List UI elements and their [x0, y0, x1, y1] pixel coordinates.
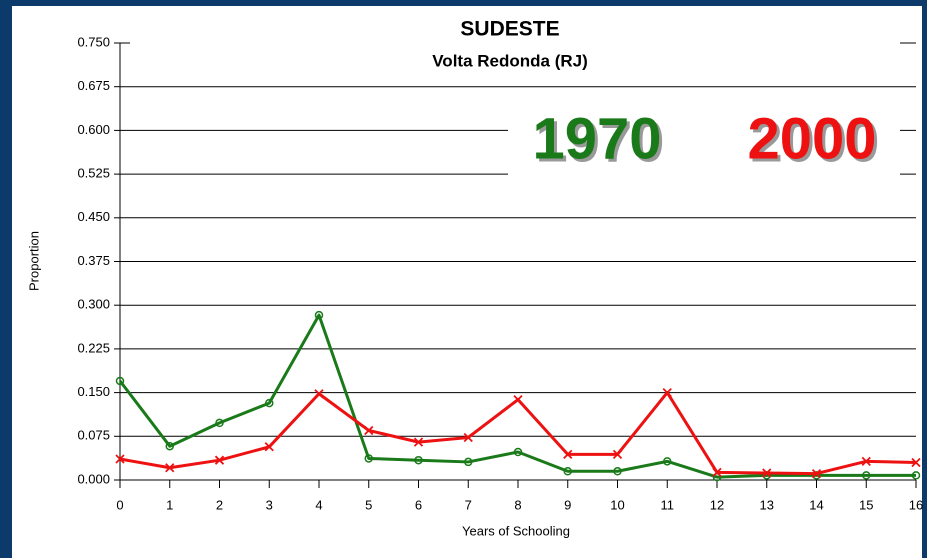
- y-tick-label: 0.750: [77, 34, 110, 49]
- point: [812, 471, 821, 480]
- point: [414, 455, 423, 465]
- x-tick-label: 10: [610, 497, 624, 512]
- x-tick-label: 6: [415, 497, 422, 512]
- chart-title: SUDESTE: [460, 18, 559, 41]
- x-tick-label: 4: [315, 497, 322, 512]
- title-backdrop: [130, 14, 900, 80]
- series-line: [118, 313, 916, 479]
- x-tick-label: 0: [116, 497, 123, 512]
- legend-entry: 2000: [747, 106, 876, 171]
- point: [911, 471, 921, 480]
- point: [413, 437, 424, 447]
- y-tick-label: 0.225: [77, 340, 110, 355]
- legend-backdrop: [508, 100, 900, 186]
- y-tick-label: 0.600: [77, 122, 110, 137]
- chart-subtitle: Volta Redonda (RJ): [432, 51, 588, 70]
- point: [115, 376, 125, 386]
- x-tick-label: 14: [809, 497, 823, 512]
- point: [861, 456, 871, 466]
- point: [762, 468, 772, 478]
- point: [663, 457, 672, 466]
- x-tick-label: 8: [514, 497, 521, 512]
- point: [165, 441, 174, 451]
- x-tick-label: 15: [859, 497, 873, 512]
- x-tick-label: 2: [216, 497, 223, 512]
- point: [613, 467, 622, 476]
- point: [165, 463, 175, 473]
- point: [862, 471, 871, 480]
- x-tick-label: 11: [661, 497, 675, 512]
- y-tick-label: 0.000: [77, 471, 110, 486]
- legend-shadow: 1970: [535, 109, 664, 174]
- point: [215, 418, 224, 428]
- y-tick-label: 0.150: [77, 384, 110, 399]
- x-tick-label: 13: [760, 497, 774, 512]
- x-tick-label: 5: [365, 497, 372, 512]
- point: [513, 447, 523, 457]
- point: [115, 454, 125, 464]
- point: [563, 449, 573, 459]
- point: [563, 467, 572, 476]
- point: [314, 389, 324, 399]
- y-tick-label: 0.525: [77, 166, 110, 181]
- point: [364, 454, 373, 463]
- y-tick-label: 0.300: [77, 297, 110, 312]
- point: [314, 310, 324, 320]
- x-tick-label: 16: [909, 497, 923, 512]
- y-axis-label: Proportion: [26, 231, 41, 291]
- point: [811, 468, 822, 479]
- point: [463, 432, 473, 443]
- x-tick-label: 7: [465, 497, 472, 512]
- point: [911, 457, 921, 468]
- point: [513, 394, 523, 405]
- point: [662, 387, 672, 398]
- point: [264, 442, 274, 452]
- x-tick-label: 9: [564, 497, 571, 512]
- x-tick-label: 12: [710, 497, 724, 512]
- point: [364, 425, 374, 436]
- y-tick-label: 0.675: [77, 78, 110, 93]
- point: [712, 467, 722, 478]
- x-axis-label: Years of Schooling: [462, 523, 570, 538]
- point: [612, 449, 623, 459]
- x-tick-label: 1: [166, 497, 173, 512]
- point: [265, 398, 274, 408]
- y-tick-label: 0.375: [77, 253, 110, 268]
- point: [214, 455, 225, 465]
- y-tick-label: 0.075: [77, 428, 110, 443]
- y-tick-label: 0.450: [77, 209, 110, 224]
- legend-entry: 1970: [532, 106, 661, 171]
- x-tick-label: 3: [266, 497, 273, 512]
- legend-shadow: 2000: [750, 109, 879, 174]
- point: [464, 457, 473, 467]
